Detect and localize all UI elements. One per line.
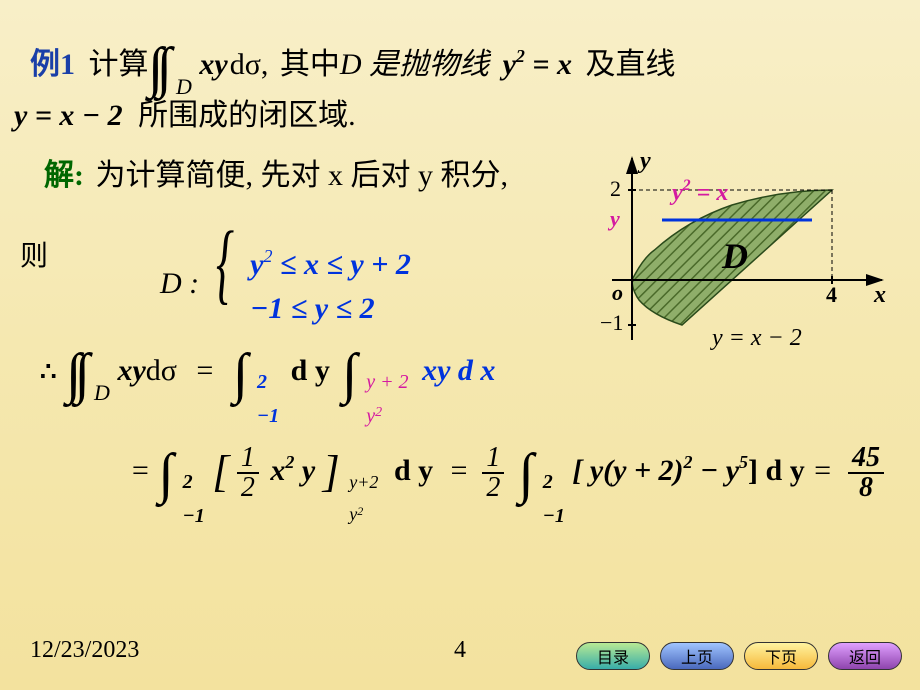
domain-row-1: y2 ≤ x ≤ y + 2	[250, 246, 411, 282]
outer-lo: −1	[257, 406, 279, 426]
half2-n: 1	[482, 444, 504, 472]
tick-y: y	[607, 206, 620, 231]
step-1: ∴ ∫∫D xydσ = ∫ 2 −1 d y ∫ y + 2 y2 xy d …	[40, 330, 495, 426]
nav-next-button[interactable]: 下页	[744, 642, 818, 670]
compute-text: 计算	[89, 48, 149, 81]
example-line-2: y = x − 2 所围成的闭区域.	[14, 90, 356, 134]
closed-region: 所围成的闭区域.	[138, 99, 356, 132]
eq-2b: =	[449, 454, 469, 487]
int-inner: ∫	[341, 342, 356, 406]
solution-text: 为计算简便, 先对 x 后对 y 积分,	[96, 159, 509, 192]
parabola-y: y	[503, 48, 516, 81]
ans-n: 45	[848, 444, 884, 472]
inner-y: y	[302, 454, 315, 487]
nav-prev-button[interactable]: 上页	[660, 642, 734, 670]
rbracket: ]	[323, 447, 340, 496]
tick-2: 2	[610, 176, 621, 201]
int-s2: ∫	[158, 442, 173, 506]
ans-d: 8	[855, 474, 877, 502]
therefore: ∴	[40, 357, 57, 386]
half-n: 1	[237, 444, 259, 472]
eq-x: = x	[525, 48, 572, 81]
d-region-label: D	[721, 236, 748, 276]
inner-lo: y2	[366, 406, 408, 426]
slide: 例1 计算 ∫∫D xydσ, 其中D 是抛物线 y2 = x 及直线 y = …	[0, 0, 920, 690]
row1-rest: ≤ x ≤ y + 2	[272, 248, 410, 281]
nav-back-button[interactable]: 返回	[828, 642, 902, 670]
y-axis-label: y	[637, 150, 651, 174]
solution-label: 解:	[44, 159, 84, 192]
eq-1: =	[194, 354, 214, 387]
x-axis-label: x	[873, 282, 886, 308]
outer-bounds: 2 −1	[257, 372, 279, 426]
dy-2: d y	[394, 454, 433, 487]
outer-hi: 2	[257, 372, 279, 392]
where-text: 其中	[280, 48, 340, 81]
half-frac-1: 1 2	[237, 444, 259, 502]
s2-bounds: 2 −1	[183, 472, 205, 526]
half-frac-2: 1 2	[482, 444, 504, 502]
parabola-exp: 2	[516, 46, 525, 66]
tick-m1: −1	[600, 310, 623, 335]
curve-label: y2 = x	[669, 177, 728, 206]
x2: x2	[270, 454, 294, 487]
solution-line: 解: 为计算简便, 先对 x 后对 y 积分,	[44, 150, 508, 194]
ans-frac: 45 8	[848, 444, 884, 502]
half2-d: 2	[482, 474, 504, 502]
d-sigma: dσ,	[230, 48, 269, 81]
brace-glyph: {	[216, 212, 234, 315]
rhs-xydx: xy d x	[422, 354, 495, 387]
example-label: 例1	[30, 48, 75, 81]
eval-lo: y2	[349, 505, 378, 523]
s2b-hi: 2	[543, 472, 565, 492]
example-line-1: 例1 计算 ∫∫D xydσ, 其中D 是抛物线 y2 = x 及直线	[30, 24, 676, 100]
lbracket: [	[212, 447, 229, 496]
s2-hi: 2	[183, 472, 205, 492]
s2b-bounds: 2 −1	[543, 472, 565, 526]
inner-bounds: y + 2 y2	[366, 372, 408, 426]
half-d: 2	[237, 474, 259, 502]
then-label: 则	[20, 234, 48, 274]
tick-4: 4	[826, 282, 837, 307]
int-s2b: ∫	[518, 442, 533, 506]
eq-2a: =	[130, 454, 150, 487]
step-2: = ∫ 2 −1 [ 1 2 x2 y ] y+2 y2 d y = 1 2 ∫…	[130, 430, 884, 526]
s2b-lo: −1	[543, 506, 565, 526]
domain-row-2: −1 ≤ y ≤ 2	[250, 292, 411, 326]
s2-lo: −1	[183, 506, 205, 526]
line-eq: y = x − 2	[14, 99, 123, 132]
eval-hi: y+2	[349, 473, 378, 491]
domain-block: D : { y2 ≤ x ≤ y + 2 −1 ≤ y ≤ 2	[160, 212, 411, 326]
eq-2c: =	[812, 454, 832, 487]
inner-hi: y + 2	[366, 372, 408, 392]
lhs-xy: xy	[117, 354, 145, 387]
row1-y: y	[250, 248, 263, 281]
d-sigma-2: dσ	[146, 354, 177, 387]
region-diagram: y x o 2 y −1 4 D y2 = x y = x − 2	[582, 150, 892, 370]
int-outer: ∫	[232, 342, 247, 406]
eval-bounds: y+2 y2	[349, 473, 378, 523]
domain-rows: y2 ≤ x ≤ y + 2 −1 ≤ y ≤ 2	[250, 246, 411, 326]
origin-label: o	[612, 280, 623, 305]
line-label: y = x − 2	[710, 325, 802, 351]
nav-bar: 目录 上页 下页 返回	[576, 642, 902, 670]
integrand-xy: xy	[199, 48, 227, 81]
dy-1: d y	[291, 354, 330, 387]
bracket-expr: [ y(y + 2)2 − y5] d y	[572, 454, 812, 487]
d-colon: D :	[160, 267, 199, 300]
int-sub-d-2: D	[94, 380, 110, 405]
and-line: 及直线	[586, 48, 676, 81]
nav-toc-button[interactable]: 目录	[576, 642, 650, 670]
d-is-parabola: D 是抛物线	[340, 48, 489, 81]
